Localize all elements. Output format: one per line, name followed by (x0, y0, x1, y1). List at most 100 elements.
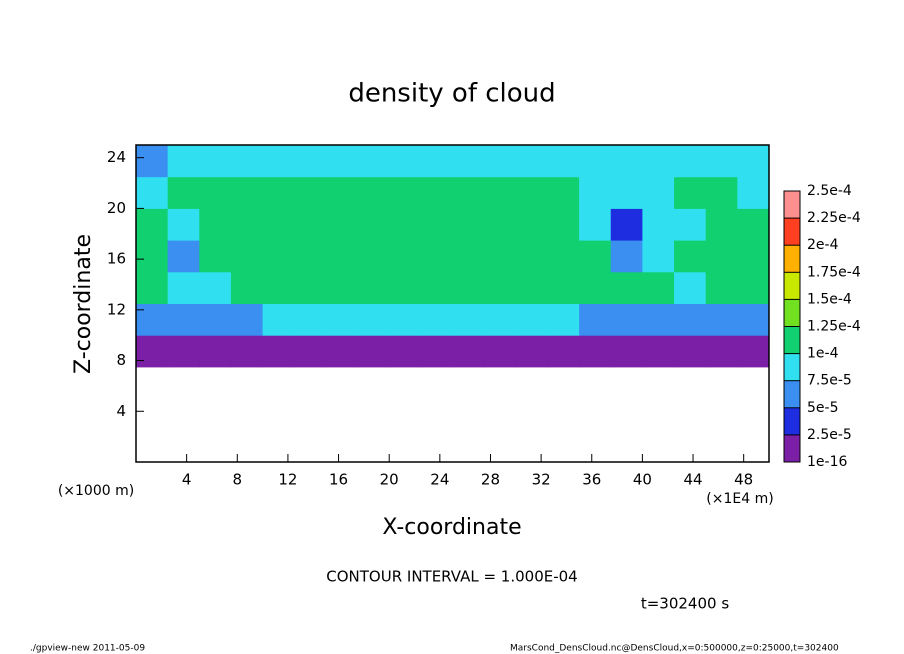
heat-cell (515, 176, 548, 209)
heat-cell (389, 240, 422, 273)
heat-cell (389, 176, 422, 209)
y-tick-label: 8 (116, 351, 126, 369)
heat-cell (389, 335, 422, 368)
x-tick-label: 16 (329, 471, 348, 489)
heat-cell (642, 335, 675, 368)
heat-cell (262, 335, 295, 368)
y-tick-label: 4 (116, 402, 126, 420)
heat-cell (167, 176, 200, 209)
heat-cell (357, 145, 390, 178)
heat-cell (420, 271, 453, 304)
heat-cell (294, 240, 327, 273)
colorbar-box (784, 380, 800, 408)
footer-left: ./gpview-new 2011-05-09 (30, 644, 145, 654)
heat-cell (389, 303, 422, 336)
heat-cell (515, 271, 548, 304)
heat-cell (199, 208, 232, 241)
heat-cell (737, 240, 770, 273)
heat-cell (325, 240, 359, 273)
heat-cell (610, 271, 643, 304)
heat-cell (357, 335, 390, 368)
heat-cell (484, 271, 517, 304)
heat-cell (294, 145, 327, 178)
heat-cell (136, 176, 169, 209)
heat-cell (420, 145, 453, 178)
heat-cell (420, 240, 453, 273)
heat-cell (199, 271, 232, 304)
heat-cell (452, 240, 485, 273)
x-tick-label: 28 (481, 471, 500, 489)
x-tick-label: 20 (380, 471, 399, 489)
heat-cell (452, 271, 485, 304)
heat-cell (420, 176, 453, 209)
plot-frame (135, 144, 770, 463)
heat-cell (515, 208, 548, 241)
heat-cell (705, 271, 738, 304)
colorbar-label: 2e-4 (807, 237, 839, 253)
heat-cell (199, 176, 232, 209)
heat-cell (325, 176, 359, 209)
heat-cell (325, 303, 359, 336)
heat-cell (484, 335, 517, 368)
heat-cell (230, 176, 264, 209)
chart-title: density of cloud (348, 79, 555, 109)
colorbar-label: 1.5e-4 (807, 291, 852, 307)
heat-cell (610, 335, 643, 368)
heat-cell (515, 145, 548, 178)
time-note: t=302400 s (641, 595, 729, 613)
heat-cell (642, 303, 675, 336)
heat-cell (737, 335, 770, 368)
colorbar-label: 1.75e-4 (807, 264, 861, 280)
colorbar-label: 1e-4 (807, 346, 839, 362)
heat-cell (484, 240, 517, 273)
x-tick-label: 36 (582, 471, 601, 489)
heat-cell (136, 271, 169, 304)
colorbar-label: 2.5e-4 (807, 183, 852, 199)
contour-note: CONTOUR INTERVAL = 1.000E-04 (326, 568, 577, 586)
heat-cell (452, 176, 485, 209)
heat-cell (136, 145, 169, 178)
heat-cell (705, 335, 738, 368)
heat-cell (674, 176, 707, 209)
y-tick-label: 12 (107, 300, 126, 318)
heat-cell (199, 240, 232, 273)
heat-cell (579, 335, 612, 368)
heat-cell (642, 145, 675, 178)
heat-cell (547, 271, 580, 304)
heat-cell (389, 271, 422, 304)
colorbar-label: 1e-16 (807, 454, 847, 470)
heat-cell (357, 208, 390, 241)
heat-cell (642, 271, 675, 304)
heat-cell (294, 208, 327, 241)
heat-cell (452, 145, 485, 178)
colorbar-box (784, 407, 800, 435)
heat-cell (452, 208, 485, 241)
colorbar-box (784, 272, 800, 300)
heat-cell (357, 240, 390, 273)
heat-cell (674, 271, 707, 304)
heat-cell (547, 240, 580, 273)
heat-cell (262, 208, 295, 241)
x-tick-label: 32 (532, 471, 551, 489)
heat-cell (389, 208, 422, 241)
heat-cell (262, 145, 295, 178)
y-unit: (×1000 m) (58, 483, 134, 499)
heat-cell (199, 303, 232, 336)
heat-cell (230, 335, 264, 368)
heat-cell (547, 335, 580, 368)
x-tick-label: 24 (430, 471, 449, 489)
heat-cell (262, 271, 295, 304)
colorbar-box (784, 299, 800, 327)
heat-cell (610, 176, 643, 209)
colorbar-label: 7.5e-5 (807, 373, 852, 389)
y-tick-label: 20 (107, 199, 126, 217)
heat-cell (452, 303, 485, 336)
heat-cell (705, 145, 738, 178)
heat-cell (230, 208, 264, 241)
heat-cell (357, 271, 390, 304)
heat-cell (262, 303, 295, 336)
heat-cell (610, 303, 643, 336)
heat-cell (167, 240, 200, 273)
heat-cell (547, 176, 580, 209)
heat-cell (737, 303, 770, 336)
